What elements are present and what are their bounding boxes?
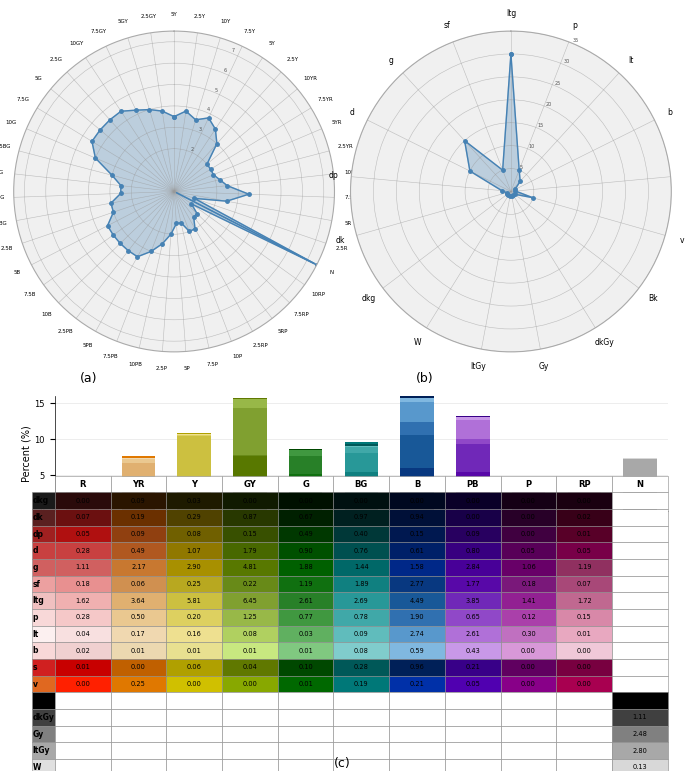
Bar <box>623 479 657 497</box>
Bar <box>456 416 490 417</box>
Bar <box>122 505 155 509</box>
Bar <box>345 496 378 501</box>
Text: (a): (a) <box>80 372 98 385</box>
Bar <box>400 504 434 511</box>
Bar <box>512 503 545 511</box>
Bar <box>66 508 99 510</box>
Bar <box>623 459 657 479</box>
Bar <box>233 409 266 455</box>
Bar <box>289 497 323 503</box>
Bar <box>400 487 434 499</box>
Bar <box>66 487 99 499</box>
Bar <box>623 458 657 459</box>
Bar <box>122 458 155 460</box>
Bar <box>345 447 378 453</box>
Bar <box>345 501 378 504</box>
Bar <box>456 420 490 439</box>
Bar <box>512 492 545 502</box>
Bar <box>400 468 434 487</box>
Bar <box>345 504 378 511</box>
Bar <box>456 505 490 510</box>
Bar <box>122 490 155 505</box>
Bar <box>345 472 378 486</box>
Bar <box>400 398 434 402</box>
Bar <box>512 502 545 503</box>
Bar <box>456 439 490 444</box>
Bar <box>568 502 601 510</box>
Bar <box>122 456 155 458</box>
Bar <box>345 453 378 472</box>
Bar <box>233 504 266 505</box>
Y-axis label: Percent (%): Percent (%) <box>22 426 32 482</box>
Bar <box>512 489 545 491</box>
Bar <box>289 450 323 456</box>
Bar <box>568 490 601 502</box>
Text: (b): (b) <box>416 372 434 385</box>
Polygon shape <box>92 109 316 264</box>
Bar <box>177 478 211 480</box>
Bar <box>177 500 211 508</box>
Bar <box>345 444 378 446</box>
Bar <box>177 435 211 436</box>
Bar <box>400 422 434 436</box>
Bar <box>623 505 657 511</box>
Bar <box>177 433 211 435</box>
Bar <box>456 484 490 505</box>
Bar <box>66 500 99 508</box>
Bar <box>400 503 434 504</box>
Bar <box>122 460 155 463</box>
Bar <box>400 436 434 468</box>
Bar <box>289 483 323 497</box>
Bar <box>233 456 266 491</box>
Bar <box>456 472 490 484</box>
Bar <box>233 399 266 409</box>
Bar <box>177 509 211 511</box>
Bar <box>345 486 378 496</box>
Bar <box>122 463 155 489</box>
Bar <box>233 455 266 456</box>
Bar <box>512 491 545 492</box>
Bar <box>289 507 323 511</box>
Bar <box>289 503 323 507</box>
Bar <box>66 499 99 500</box>
Text: (c): (c) <box>334 757 351 770</box>
Bar <box>400 391 434 398</box>
Bar <box>456 417 490 420</box>
Bar <box>177 480 211 500</box>
Bar <box>400 389 434 391</box>
Bar <box>345 443 378 444</box>
Bar <box>568 488 601 490</box>
Polygon shape <box>464 54 533 197</box>
Bar <box>400 402 434 422</box>
Bar <box>289 474 323 483</box>
Bar <box>289 456 323 474</box>
Bar <box>400 499 434 503</box>
Bar <box>177 436 211 478</box>
Bar <box>456 444 490 472</box>
Bar <box>233 505 266 511</box>
Bar <box>623 497 657 505</box>
Bar <box>233 491 266 504</box>
Bar <box>66 486 99 487</box>
